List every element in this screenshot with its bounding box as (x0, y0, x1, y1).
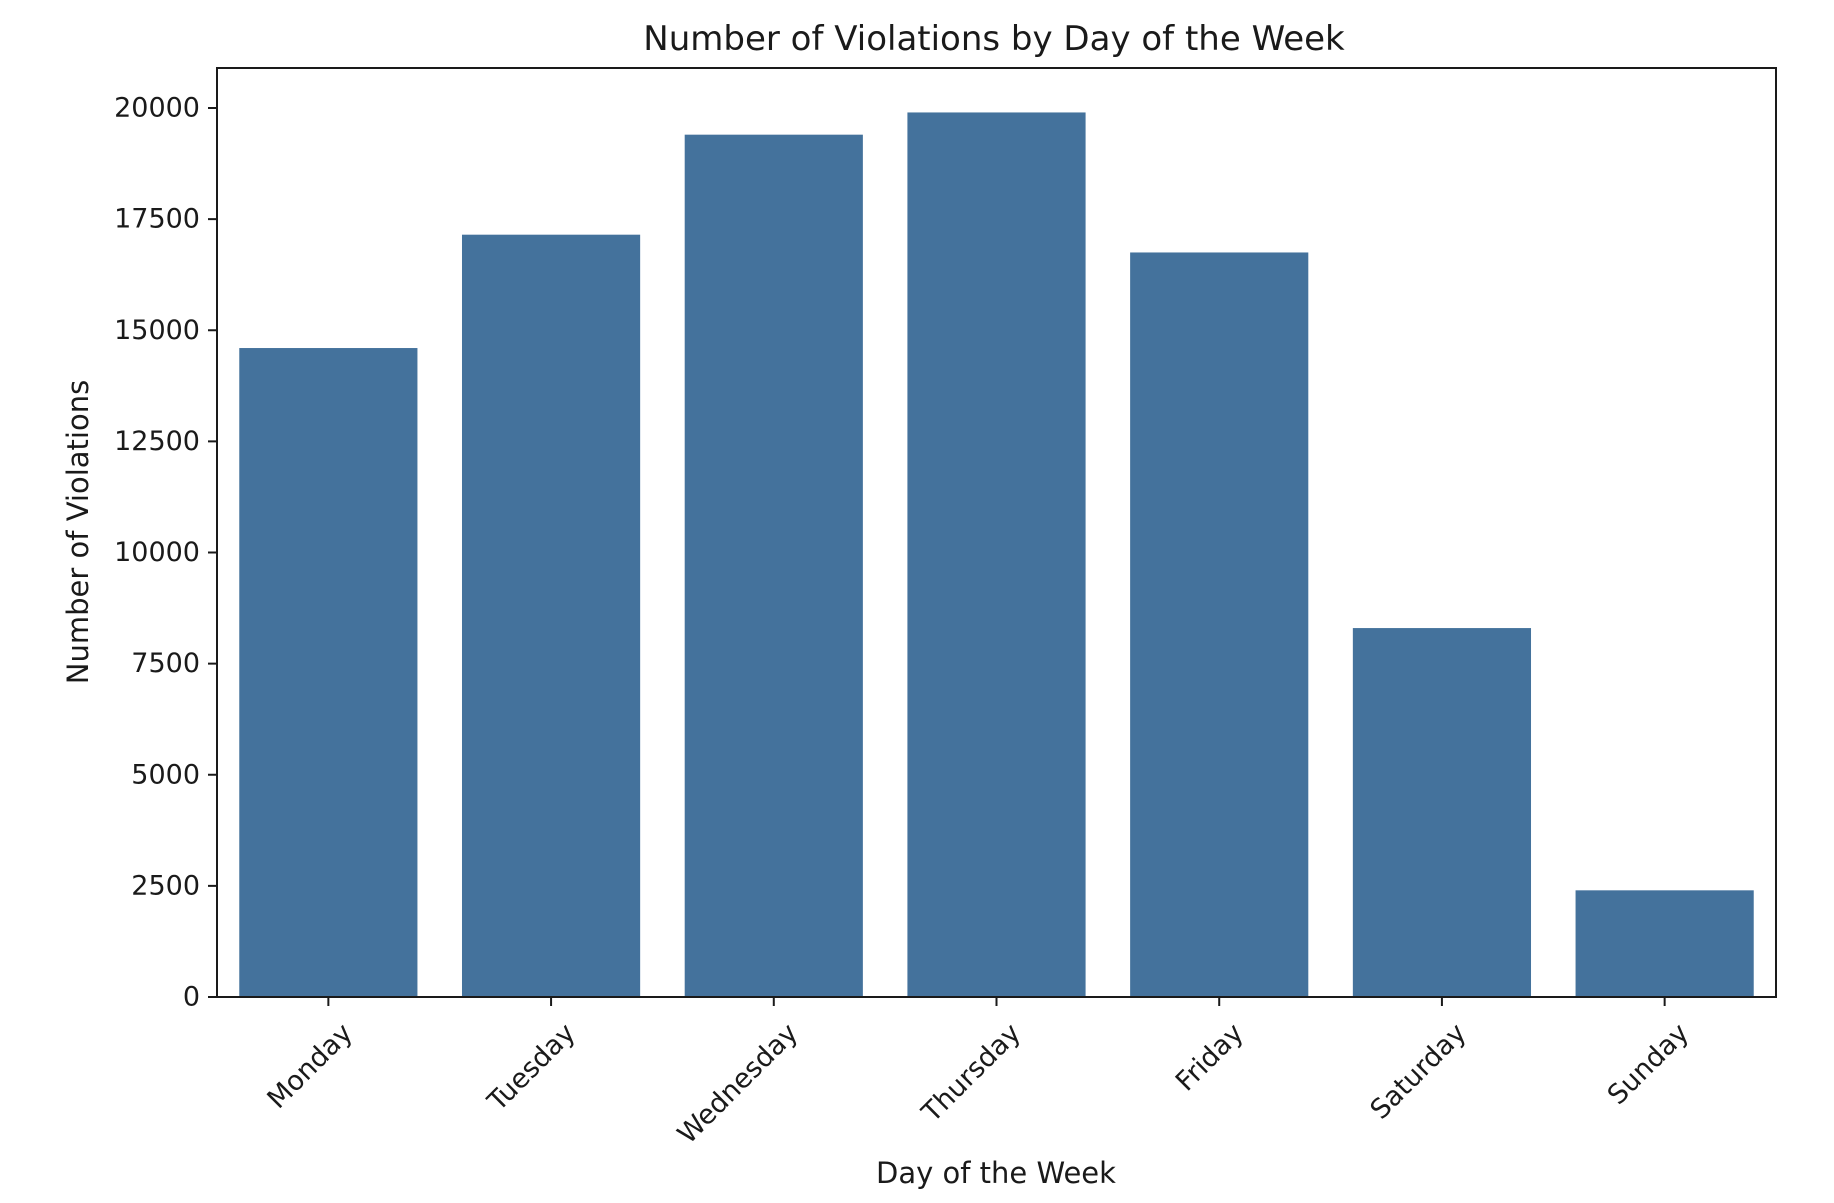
y-tick-label: 20000 (114, 93, 200, 124)
plot-frame (216, 67, 1777, 998)
x-tick-label: Friday (1170, 1018, 1250, 1098)
y-axis-ticks: 0 2500 5000 7500 10000 12500 15000 17500 20000 (114, 93, 217, 1013)
y-tick-label: 10000 (114, 537, 200, 568)
y-tick-label: 5000 (131, 759, 200, 790)
bar-monday (239, 348, 418, 998)
bar-thursday (907, 112, 1086, 997)
bar-saturday (1352, 628, 1532, 997)
chart-title: Number of Violations by Day of the Week (643, 19, 1345, 59)
x-tick-label: Tuesday (481, 1018, 581, 1118)
bar-friday (1130, 252, 1309, 998)
y-tick-label: 15000 (114, 315, 200, 346)
x-tick-label: Wednesday (672, 1018, 804, 1150)
x-axis-label: Day of the Week (876, 1156, 1116, 1190)
bar-sunday (1575, 890, 1754, 997)
bar-wednesday (684, 134, 863, 998)
y-tick-label: 2500 (131, 870, 200, 901)
bar-tuesday (461, 234, 641, 998)
y-tick-label: 17500 (114, 204, 200, 235)
bars (239, 112, 1754, 998)
y-tick-label: 12500 (114, 426, 200, 457)
x-axis-ticks: Monday Tuesday Wednesday Thursday Friday Satu… (262, 997, 1695, 1150)
y-tick-label: 0 (183, 982, 200, 1013)
y-tick-label: 7500 (131, 648, 200, 679)
x-tick-label: Saturday (1365, 1018, 1473, 1126)
y-axis-label: Number of Violations (61, 380, 95, 684)
x-tick-label: Thursday (916, 1018, 1027, 1129)
x-tick-label: Sunday (1602, 1018, 1695, 1111)
x-tick-label: Monday (262, 1018, 359, 1115)
